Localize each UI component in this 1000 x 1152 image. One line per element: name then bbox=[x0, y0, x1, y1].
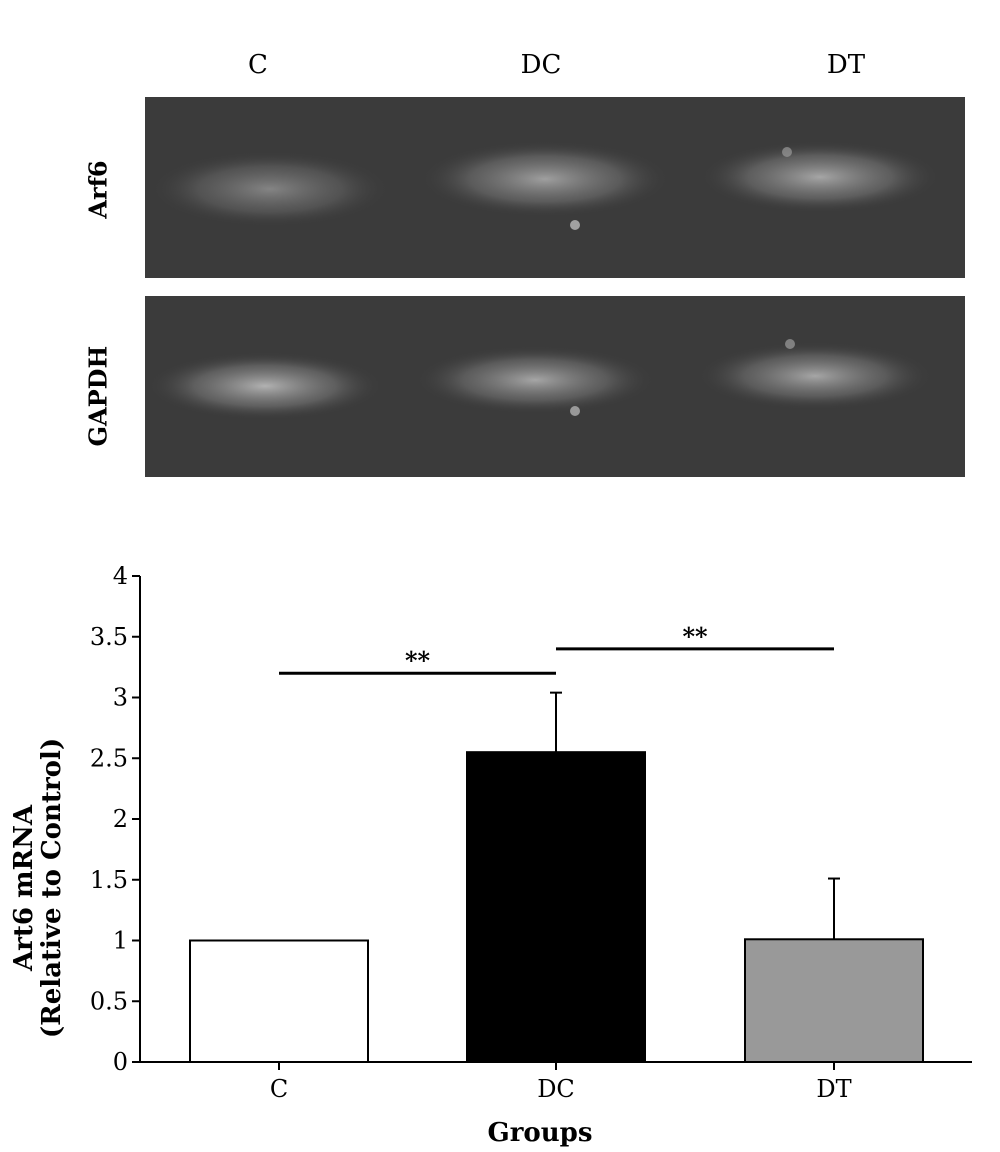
significance-label: ** bbox=[682, 622, 708, 651]
chart-bars bbox=[189, 691, 924, 1064]
band-gapdh-c bbox=[147, 352, 383, 420]
band-arf6-c bbox=[150, 151, 390, 227]
band-gapdh-dt bbox=[697, 342, 933, 410]
y-axis-title-line1: Art6 mRNA bbox=[9, 804, 39, 972]
gel-row-label-arf6: Arf6 bbox=[83, 160, 113, 219]
bar-c bbox=[189, 939, 369, 1063]
lane-label-dt: DT bbox=[826, 50, 866, 80]
y-tick-label: 0.5 bbox=[90, 987, 128, 1015]
band-arf6-dc bbox=[420, 141, 670, 217]
bar-chart: 0 0.5 1 1.5 2 2.5 3 3.5 4 C DC DT ** ** Groups Art6 … bbox=[9, 562, 972, 1148]
bar-dc bbox=[466, 751, 646, 1064]
y-tick-label: 2 bbox=[113, 805, 128, 833]
gel-image-arf6 bbox=[145, 97, 965, 278]
significance-label: ** bbox=[405, 646, 431, 675]
band-gapdh-dc bbox=[415, 346, 655, 414]
y-tick-label: 3 bbox=[113, 684, 128, 712]
significance-markers: ** ** bbox=[279, 622, 834, 675]
gel-gapdh-svg bbox=[145, 296, 965, 477]
y-tick-label: 4 bbox=[113, 562, 128, 590]
x-axis-title: Groups bbox=[488, 1118, 593, 1148]
gel-image-gapdh bbox=[145, 296, 965, 477]
y-tick-label: 3.5 bbox=[90, 623, 128, 651]
x-tick-label-dt: DT bbox=[816, 1075, 851, 1103]
y-tick-label: 2.5 bbox=[90, 744, 128, 772]
y-tick-label: 0 bbox=[113, 1048, 128, 1076]
band-arf6-dt bbox=[700, 141, 940, 213]
y-axis-title-line2: (Relative to Control) bbox=[37, 738, 67, 1038]
bar-dt bbox=[744, 938, 924, 1063]
chart-axes: 0 0.5 1 1.5 2 2.5 3 3.5 4 C DC DT bbox=[90, 562, 972, 1103]
x-tick-label-dc: DC bbox=[537, 1075, 575, 1103]
x-tick-label-c: C bbox=[270, 1075, 288, 1103]
y-tick-label: 1.5 bbox=[90, 866, 128, 894]
y-tick-label: 1 bbox=[113, 927, 128, 955]
lane-label-c: C bbox=[248, 50, 268, 80]
gel-arf6-svg bbox=[145, 97, 965, 278]
lane-label-dc: DC bbox=[520, 50, 562, 80]
gel-row-label-gapdh: GAPDH bbox=[83, 345, 113, 447]
